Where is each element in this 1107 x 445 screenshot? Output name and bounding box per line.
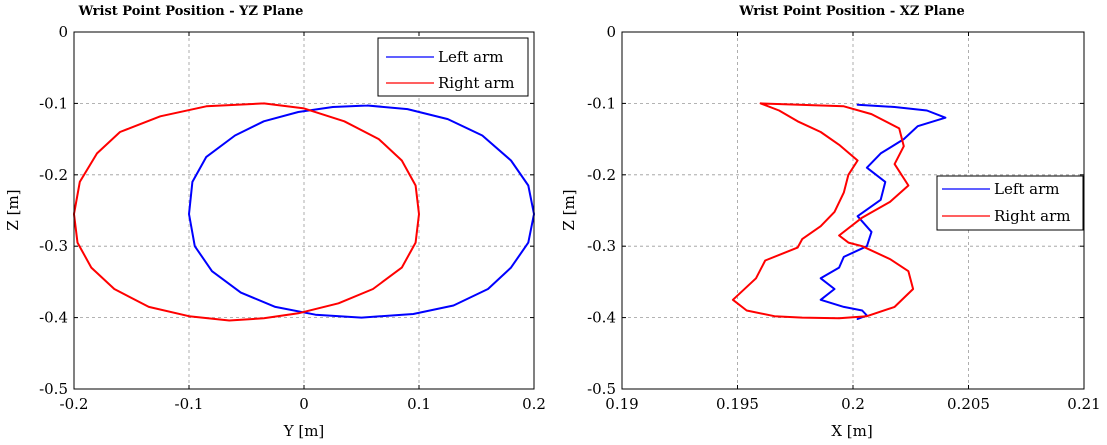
y-axis-label: Z [m] — [4, 189, 22, 230]
y-tick-label: 0 — [58, 23, 68, 41]
y-tick-labels: -0.5 -0.4 -0.3 -0.2 -0.1 0 — [39, 23, 68, 398]
y-tick-label: -0.2 — [39, 166, 68, 184]
x-tick-label: 0 — [299, 395, 309, 413]
x-tick-label: 0.2 — [522, 395, 546, 413]
series-line-left-arm — [188, 104, 535, 319]
x-tick-label: -0.2 — [60, 395, 89, 413]
y-tick-label: -0.2 — [587, 166, 616, 184]
y-axis-label: Z [m] — [560, 189, 578, 230]
x-axis-label: X [m] — [831, 422, 872, 440]
y-tick-label: -0.1 — [587, 94, 616, 112]
x-tick-label: 0.195 — [716, 395, 759, 413]
y-tick-label: 0 — [606, 23, 616, 41]
chart-title: Wrist Point Position - YZ Plane — [78, 4, 304, 19]
y-tick-label: -0.4 — [587, 309, 616, 327]
y-tick-labels: -0.5 -0.4 -0.3 -0.2 -0.1 0 — [587, 23, 616, 398]
x-tick-label: 0.19 — [605, 395, 638, 413]
y-tick-label: -0.3 — [587, 237, 616, 255]
legend-label-left-arm: Left arm — [438, 48, 504, 66]
x-tick-label: -0.1 — [175, 395, 204, 413]
x-tick-labels: -0.2 -0.1 0 0.1 0.2 — [60, 395, 546, 413]
chart-xz-plane: Wrist Point Position - XZ Plane 0.19 0.19… — [560, 4, 1101, 440]
x-axis-label: Y [m] — [283, 422, 325, 440]
tick-marks — [621, 31, 1085, 390]
tick-marks — [73, 31, 535, 390]
y-tick-label: -0.3 — [39, 237, 68, 255]
x-tick-label: 0.21 — [1067, 395, 1100, 413]
legend-label-right-arm: Right arm — [438, 74, 515, 92]
legend-box — [377, 37, 529, 97]
series-lines — [73, 102, 535, 322]
x-tick-labels: 0.19 0.195 0.2 0.205 0.21 — [605, 395, 1100, 413]
legend: Left arm Right arm — [377, 37, 529, 97]
x-tick-label: 0.205 — [947, 395, 990, 413]
series-line-left-arm — [819, 103, 947, 320]
chart-title: Wrist Point Position - XZ Plane — [738, 4, 965, 19]
y-tick-label: -0.5 — [587, 380, 616, 398]
x-tick-label: 0.2 — [841, 395, 865, 413]
y-tick-label: -0.5 — [39, 380, 68, 398]
chart-yz-plane: Wrist Point Position - YZ Plane -0.2 -0.1… — [4, 4, 546, 440]
series-lines — [731, 102, 947, 320]
legend-label-right-arm: Right arm — [994, 207, 1071, 225]
y-tick-label: -0.1 — [39, 94, 68, 112]
series-line-right-arm — [73, 102, 420, 322]
legend-box — [936, 175, 1084, 231]
y-tick-label: -0.4 — [39, 309, 68, 327]
legend-label-left-arm: Left arm — [994, 180, 1060, 198]
legend: Left arm Right arm — [936, 175, 1084, 231]
x-tick-label: 0.1 — [407, 395, 431, 413]
series-line-right-arm — [731, 102, 915, 320]
